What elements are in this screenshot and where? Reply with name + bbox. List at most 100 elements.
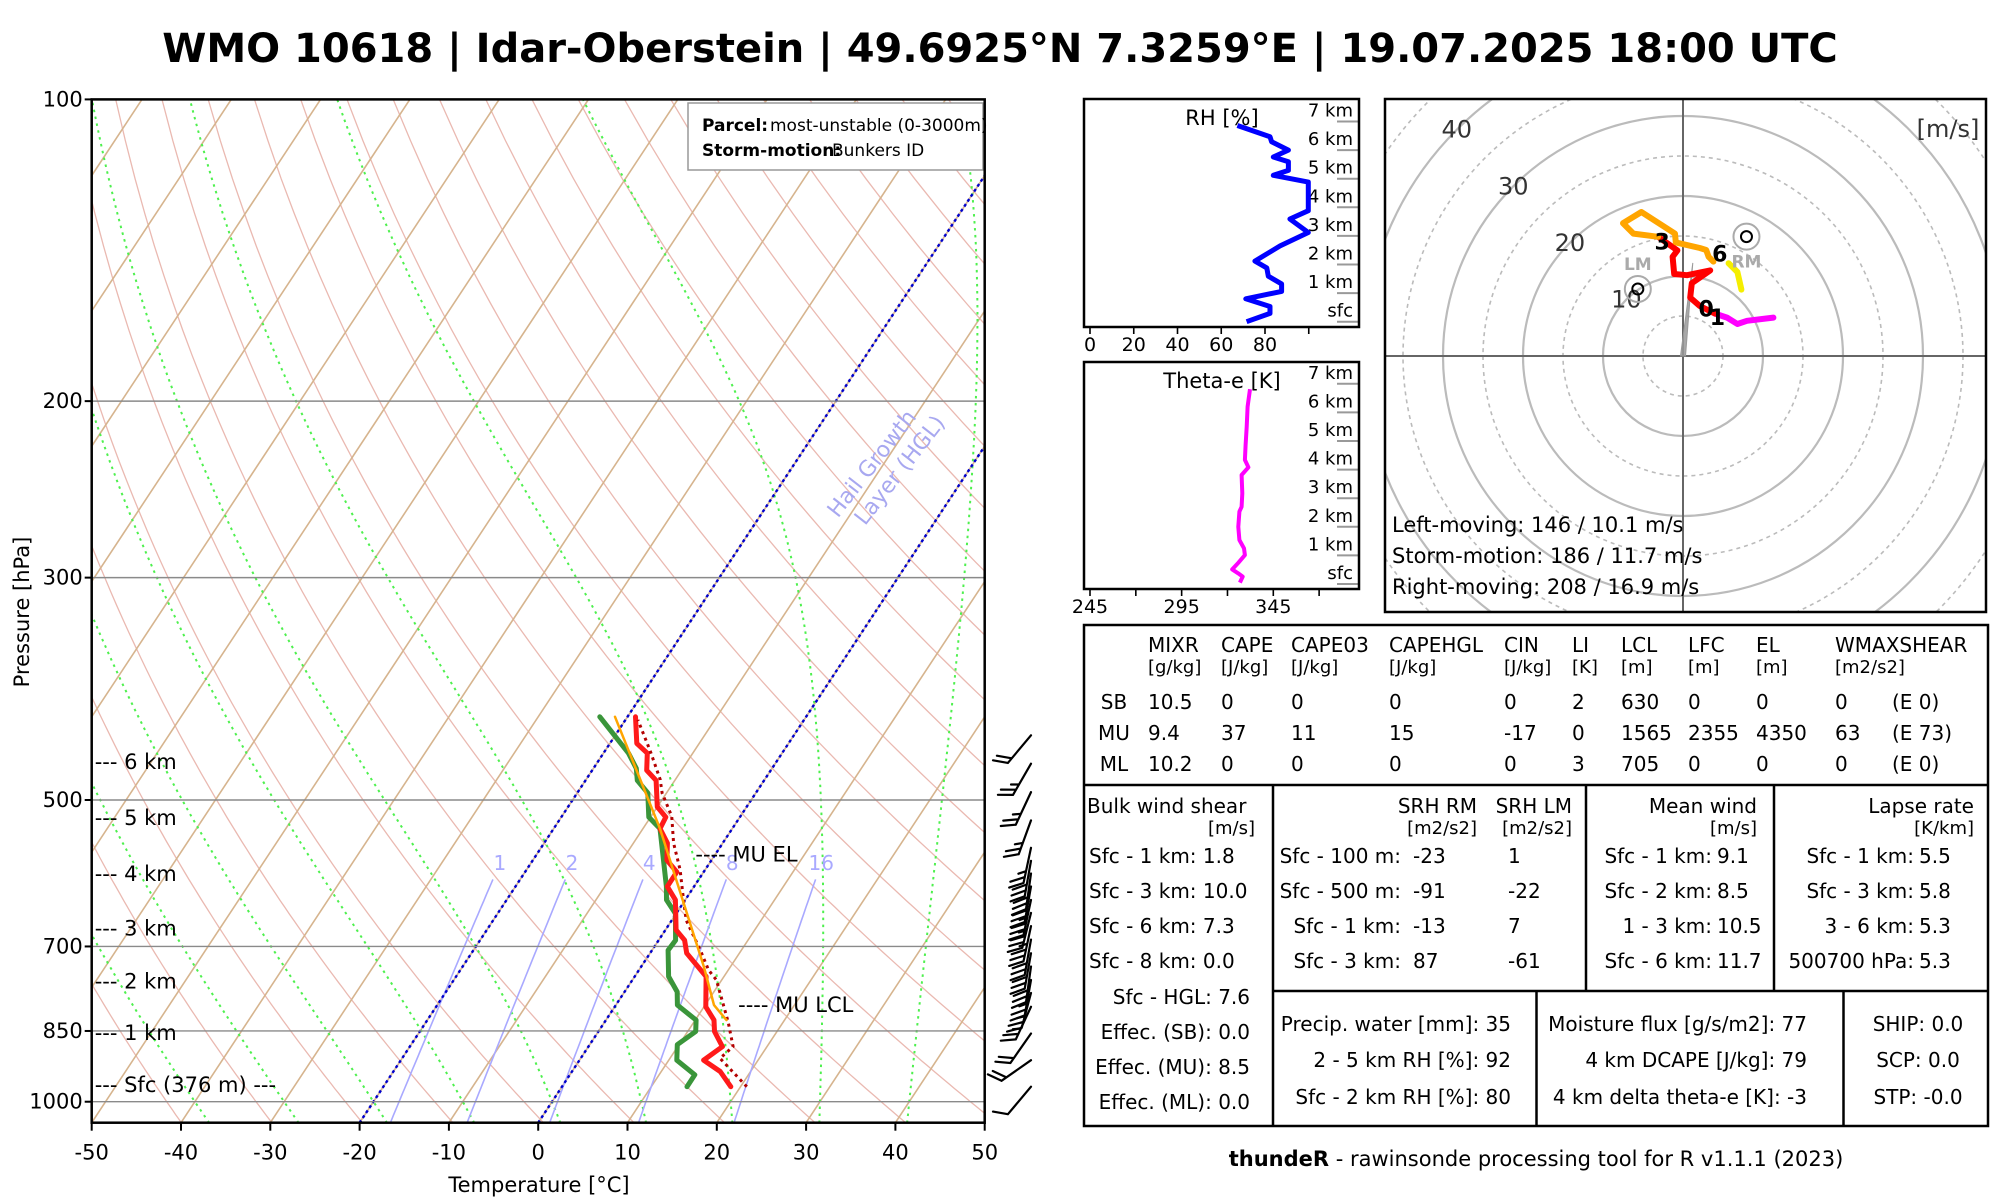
- flux-param: 4 km delta theta-e [K]: -3: [1553, 1085, 1807, 1109]
- table-cell: (E 73): [1892, 721, 1952, 745]
- height-label: sfc: [1327, 563, 1353, 584]
- isotherm: [91, 99, 411, 583]
- isotherm: [269, 99, 947, 1123]
- moisture-param: Sfc - 2 km RH [%]: 80: [1295, 1085, 1511, 1109]
- lapse-rate-unit: [K/km]: [1914, 818, 1974, 839]
- storm-motion-text: Left-moving: 146 / 10.1 m/s: [1392, 513, 1683, 537]
- lapse-rate-row-label: Sfc - 1 km:: [1806, 844, 1914, 868]
- table-cell: 0: [1389, 690, 1402, 714]
- table-column-unit: [m]: [1688, 657, 1720, 678]
- dry-adiabat: [91, 840, 273, 1123]
- height-label: 2 km: [1308, 506, 1353, 527]
- height-label: 4 km: [1308, 449, 1353, 470]
- x-tick-label: 20: [703, 1141, 730, 1165]
- flux-param: Moisture flux [g/s/m2]: 77: [1548, 1012, 1807, 1036]
- table-cell: 0: [1221, 690, 1234, 714]
- hodograph-segment-3-6km: [1620, 209, 1717, 265]
- hgl-isotherm: [537, 444, 985, 1123]
- mixing-ratio-label: 2: [566, 851, 579, 875]
- height-label: 7 km: [1308, 101, 1353, 122]
- table-column-header: WMAXSHEAR: [1835, 633, 1967, 657]
- height-label: 7 km: [1308, 363, 1353, 384]
- height-label: 5 km: [1308, 420, 1353, 441]
- table-column-header: CAPE03: [1291, 633, 1369, 657]
- hodograph-frame: [1383, 97, 1988, 614]
- hodograph-height-mark: 1: [1710, 306, 1725, 331]
- flux-param: 4 km DCAPE [J/kg]: 79: [1585, 1048, 1807, 1072]
- table-cell: 3: [1572, 752, 1585, 776]
- table-cell: 0: [1756, 752, 1769, 776]
- bulk-shear-row: Sfc - 1 km: 1.8: [1089, 844, 1235, 868]
- srh-rm-value: -13: [1413, 914, 1446, 938]
- dry-adiabat: [438, 99, 985, 834]
- moist-adiabat: [91, 405, 476, 1123]
- table-column-header: CAPE: [1221, 633, 1273, 657]
- storm-motion-point: [1631, 282, 1645, 296]
- legend-storm-value: Bunkers ID: [832, 141, 924, 161]
- table-cell: 2355: [1688, 721, 1739, 745]
- wind-barb: [999, 791, 1033, 828]
- x-tick-label: 245: [1072, 596, 1108, 618]
- wind-barb: [1006, 911, 1033, 953]
- table-column-header: LFC: [1688, 633, 1725, 657]
- mean-wind-vector: [1679, 262, 1694, 357]
- srh-lm-value: -22: [1508, 879, 1541, 903]
- table-cell: 9.4: [1148, 721, 1180, 745]
- srh-rm-value: 87: [1413, 949, 1438, 973]
- dry-adiabat: [207, 99, 907, 1123]
- mean-wind-row-label: 1 - 3 km:: [1622, 914, 1712, 938]
- footer-app-name: thundeR: [1229, 1147, 1329, 1171]
- bulk-shear-row: Sfc - 8 km: 0.0: [1089, 949, 1235, 973]
- bulk-shear-row: Sfc - HGL: 7.6: [1113, 985, 1250, 1009]
- height-label: sfc: [1327, 301, 1353, 322]
- table-cell: 2: [1572, 690, 1585, 714]
- moist-adiabat: [91, 612, 388, 1123]
- y-tick-label: 300: [43, 566, 83, 590]
- page-title: WMO 10618 | Idar-Oberstein | 49.6925°N 7…: [162, 26, 1838, 73]
- mean-wind-value: 11.7: [1717, 949, 1762, 973]
- x-tick-label: 40: [1165, 334, 1189, 356]
- table-cell: 11: [1291, 721, 1316, 745]
- table-column-unit: [J/kg]: [1221, 657, 1268, 678]
- isotherm: [91, 99, 232, 313]
- table-cell: 4350: [1756, 721, 1807, 745]
- isotherm: [805, 850, 985, 1123]
- dry-adiabat: [115, 99, 726, 1123]
- table-column-header: LI: [1572, 633, 1589, 657]
- table-column-unit: [K]: [1572, 657, 1598, 678]
- dry-adiabat: [161, 99, 816, 1123]
- height-label: 5 km: [1308, 158, 1353, 179]
- dry-adiabat: [392, 99, 985, 902]
- legend-parcel-value: most-unstable (0-3000m): [770, 116, 988, 136]
- mean-wind-row-label: Sfc - 2 km:: [1604, 879, 1712, 903]
- storm-motion-point: [1739, 230, 1753, 244]
- mixing-ratio-line: [548, 879, 644, 1123]
- wind-barb: [1009, 938, 1033, 982]
- skew-t-labels: --- 6 km --- 5 km --- 4 km --- 3 km --- 2 km…: [95, 750, 854, 1097]
- bulk-shear-title: Bulk wind shear: [1087, 794, 1247, 818]
- table-cell: (E 0): [1892, 752, 1939, 776]
- hodograph: 10 20 30 40 [m/s] RM LM 01 3 6 Left-moving: 146 / …: [1383, 97, 1988, 614]
- parcel-level-label: ---- MU LCL: [738, 993, 854, 1017]
- parcel-legend: Parcel: most-unstable (0-3000m) Storm-mo…: [687, 102, 988, 171]
- legend-box: [687, 102, 984, 171]
- bulk-shear-row: Effec. (ML): 0.0: [1099, 1090, 1250, 1114]
- srh-lm-unit: [m2/s2]: [1502, 818, 1572, 839]
- dry-adiabat: [91, 695, 364, 1123]
- table-column-unit: [m]: [1621, 657, 1653, 678]
- composite-index: STP: -0.0: [1873, 1085, 1962, 1109]
- skew-t-grid: 1 2 4 8 16: [91, 99, 985, 1123]
- x-tick-label: 345: [1255, 596, 1291, 618]
- table-cell: 0: [1688, 752, 1701, 776]
- mixing-ratio-label: 8: [726, 851, 739, 875]
- height-label: --- 4 km: [95, 862, 177, 886]
- x-tick-label: 20: [1122, 334, 1146, 356]
- dry-adiabat: [346, 99, 985, 971]
- footer-description: - rawinsonde processing tool for R v1.1.…: [1329, 1147, 1843, 1171]
- mean-wind-row-label: Sfc - 6 km:: [1604, 949, 1712, 973]
- isotherm: [180, 99, 858, 1123]
- table-cell: -17: [1504, 721, 1537, 745]
- mean-wind-row-label: Sfc - 1 km:: [1604, 844, 1712, 868]
- x-tick-label: 80: [1253, 334, 1277, 356]
- isotherm: [91, 99, 590, 854]
